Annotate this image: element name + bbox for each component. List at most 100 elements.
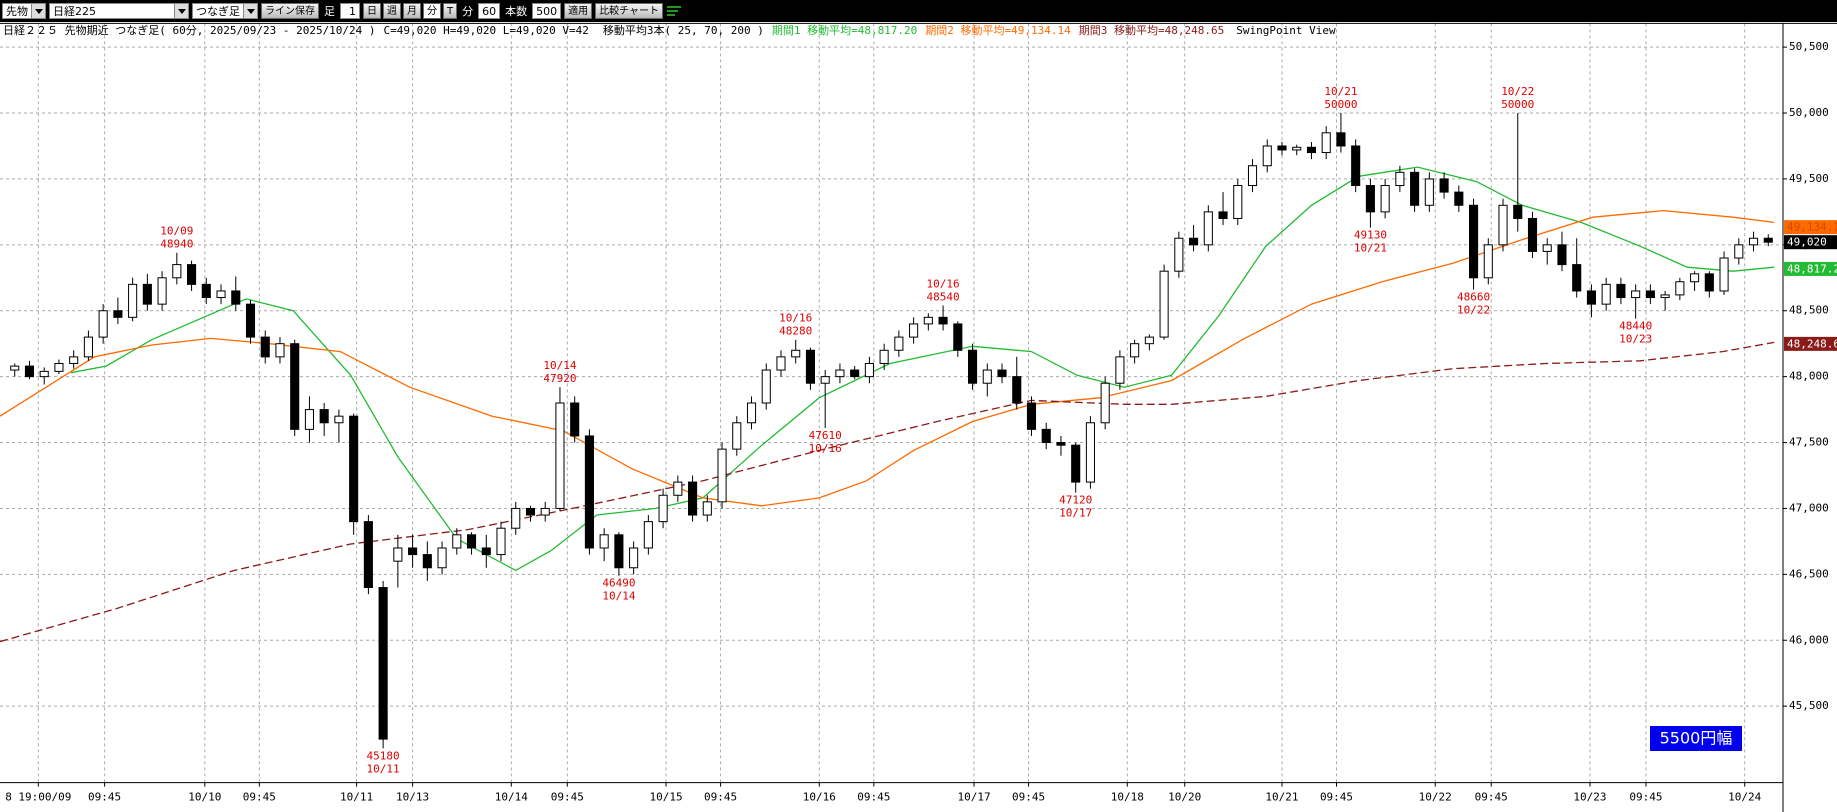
candle-body-up [1690,273,1700,283]
minutes-input[interactable]: 60 [478,3,501,19]
candle-body-up [894,336,904,351]
count-input[interactable]: 500 [532,3,562,19]
candle-body-up [1498,204,1508,246]
mode-value: つなぎ足 [196,5,240,18]
dropdown-arrow [243,4,257,18]
candle-body-up [540,507,550,516]
period-button[interactable]: T [443,3,458,19]
candle-body-down [1410,171,1420,206]
candle-body-down [1365,185,1375,213]
candle-body-up [54,362,64,372]
period-button[interactable]: 週 [383,3,401,19]
candle-body-up [1748,237,1759,246]
candle-body-up [1380,185,1390,213]
candle-body-up [746,402,757,424]
x-tick-label: 10/15 [649,791,682,804]
symbol-select[interactable]: 日経225 [49,3,189,19]
candle-body-up [555,402,565,509]
swing-price: 46490 [602,577,635,590]
candle-body-down [1218,211,1228,219]
swing-price: 48940 [160,238,193,251]
candle-body-down [319,409,329,424]
x-tick-label: 10/16 [803,791,836,804]
candle-body-up [1424,178,1434,206]
candle-body-down [1763,237,1773,243]
period-button[interactable]: 日 [363,3,381,19]
info-text: 期間1 移動平均=48,817.20 [772,23,917,37]
swing-date: 10/21 [1324,85,1357,98]
candle-body-down [1306,146,1317,154]
candle-body-up [1203,211,1213,246]
candle-body-up [599,534,609,549]
swing-price: 47920 [543,372,576,385]
candle-body-down [570,402,580,437]
candle-body-up [835,369,845,378]
y-tick-label: 50,500 [1789,40,1829,53]
y-tick-label: 45,500 [1789,699,1829,712]
unit-label: 分 [462,5,474,18]
y-tick-label: 48,000 [1789,370,1829,383]
candle-body-down [481,547,491,556]
range-badge [1650,726,1742,751]
candle-body-up [1115,356,1125,384]
x-tick-label: 10/18 [1111,791,1144,804]
candle-body-down [1616,283,1626,299]
candle-body-up [982,369,992,384]
candle-body-down [1586,290,1596,305]
x-tick-label: 09:45 [704,791,737,804]
swing-date: 10/16 [779,312,812,325]
bar-label: 足 [324,5,335,18]
period-button[interactable]: 分 [423,3,441,19]
price-tag-label: 48,248.6 [1787,337,1837,350]
candle-body-down [142,283,152,305]
x-tick-label: 09:45 [1629,791,1662,804]
candle-body-down [1454,191,1464,206]
swing-price: 49130 [1354,229,1387,242]
candle-body-up [393,547,403,562]
mode-select[interactable]: つなぎ足 [192,3,258,19]
x-tick-label: 10/24 [1728,791,1761,804]
candle-body-up [437,547,447,569]
candle-body-up [1085,422,1095,483]
candle-body-up [1144,336,1154,345]
candle-body-up [334,415,344,424]
market-select[interactable]: 先物 [2,3,46,19]
y-tick-label: 48,500 [1789,304,1829,317]
candle-body-down [938,316,948,325]
x-tick-label: 10/13 [396,791,429,804]
swing-price: 48660 [1457,291,1490,304]
candle-body-up [1292,146,1302,151]
candle-body-down [113,310,123,318]
moving-average-line [0,341,1775,643]
price-tag [1784,336,1837,351]
candle-body-up [717,448,727,503]
candle-body-down [805,349,816,384]
candle-body-down [1527,217,1538,252]
swing-date: 10/14 [602,590,635,603]
price-tag-label: 48,817.2 [1787,262,1837,275]
compare-button[interactable]: 比較チャート [595,3,664,19]
candle-body-down [1336,132,1346,147]
candle-body-up [673,481,683,496]
candle-body-up [791,349,801,358]
save-button[interactable]: ライン保存 [261,3,319,19]
candle-body-up [1660,294,1670,299]
candle-body-up [864,362,874,378]
apply-button[interactable]: 適用 [564,3,593,19]
swing-price: 50000 [1324,98,1357,111]
candle-body-up [1247,165,1258,187]
period-button[interactable]: 月 [403,3,421,19]
candle-body-up [1159,270,1169,338]
candle-body-up [98,310,108,338]
candle-body-down [422,554,432,569]
info-line: 日経２２５ 先物期近 つなぎ足( 60分, 2025/09/23 - 2025/… [3,23,1336,37]
candle-body-up [1262,145,1272,167]
candle-body-down [1012,376,1022,404]
swing-price: 47120 [1059,494,1092,507]
candle-body-up [1734,244,1744,259]
swing-date: 10/16 [809,442,842,455]
x-tick-label: 10/20 [1168,791,1201,804]
bar-count-input[interactable]: 1 [340,3,360,19]
